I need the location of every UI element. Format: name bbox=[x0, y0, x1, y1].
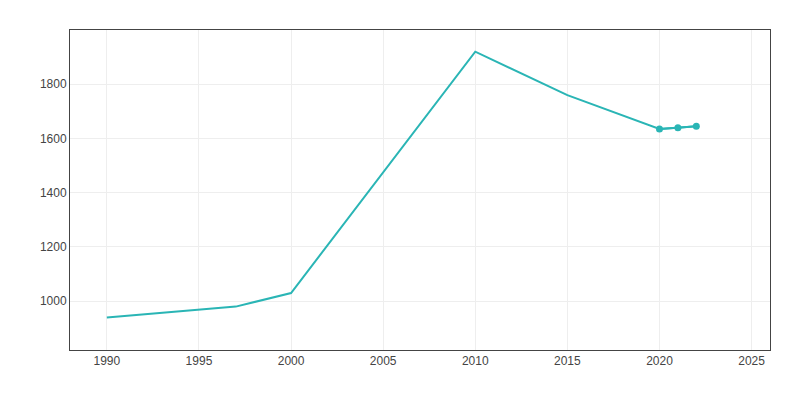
svg-text:2010: 2010 bbox=[462, 354, 489, 368]
svg-text:2025: 2025 bbox=[738, 354, 765, 368]
svg-text:2005: 2005 bbox=[370, 354, 397, 368]
svg-text:1995: 1995 bbox=[186, 354, 213, 368]
svg-text:1200: 1200 bbox=[40, 240, 67, 254]
svg-text:2020: 2020 bbox=[646, 354, 673, 368]
svg-text:1400: 1400 bbox=[40, 186, 67, 200]
svg-text:2015: 2015 bbox=[554, 354, 581, 368]
svg-text:1000: 1000 bbox=[40, 294, 67, 308]
svg-text:2000: 2000 bbox=[278, 354, 305, 368]
svg-text:1800: 1800 bbox=[40, 77, 67, 91]
svg-text:1990: 1990 bbox=[93, 354, 120, 368]
svg-text:1600: 1600 bbox=[40, 132, 67, 146]
